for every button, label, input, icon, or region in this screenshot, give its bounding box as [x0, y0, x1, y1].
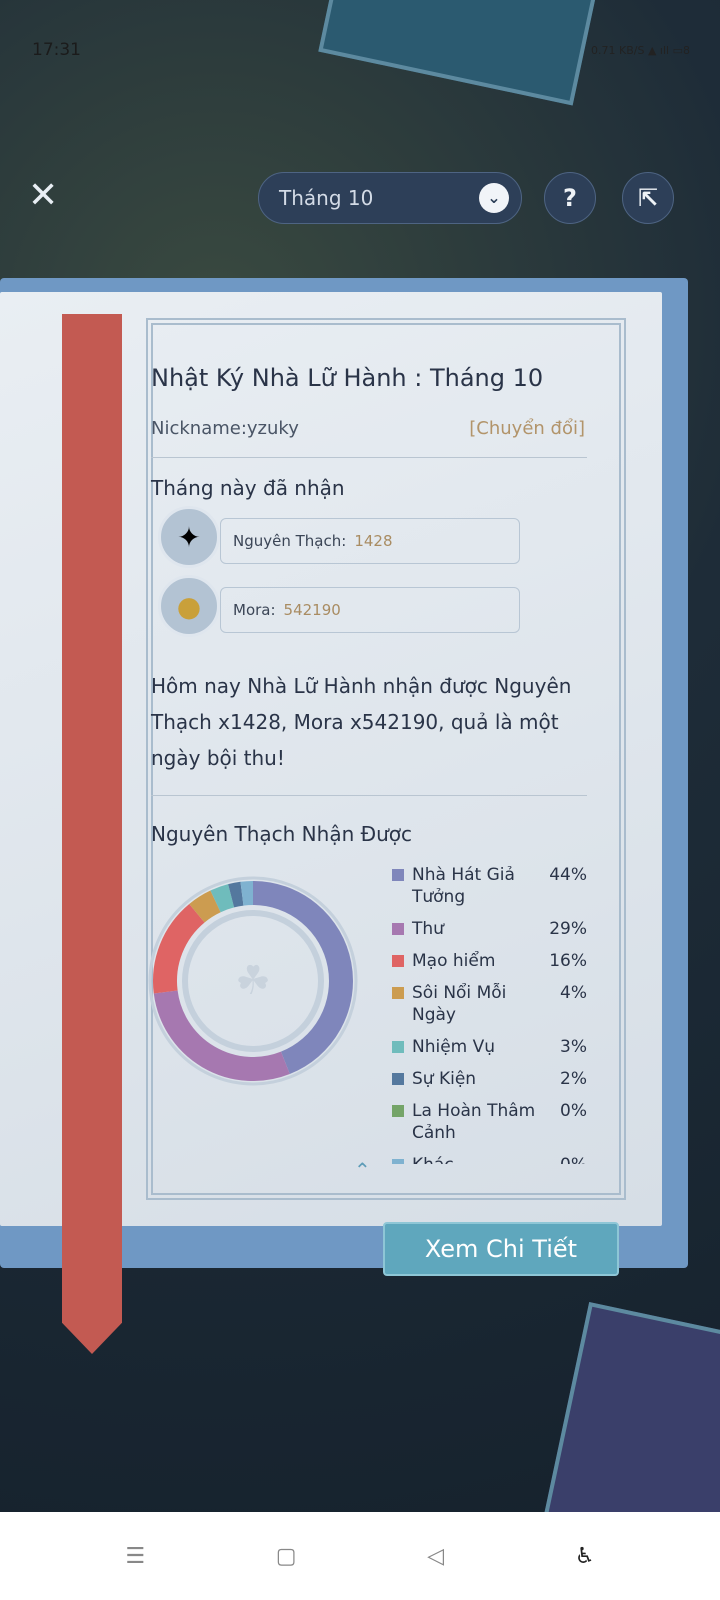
slice-7 — [240, 881, 254, 906]
slice-2 — [153, 903, 205, 994]
mora-icon: ● — [158, 575, 220, 637]
slice-5 — [228, 881, 244, 908]
chart-ring — [148, 876, 358, 1086]
page-border — [146, 318, 626, 1200]
menu-icon[interactable]: ☰ — [125, 1543, 146, 1569]
accessibility-icon[interactable]: ♿ — [574, 1543, 595, 1569]
legend-swatch — [392, 923, 404, 935]
slice-3 — [189, 890, 221, 923]
legend-label: La Hoàn Thâm Cảnh — [412, 1101, 536, 1143]
view-details-button[interactable]: Xem Chi Tiết — [383, 1222, 619, 1276]
legend-value: 3% — [560, 1037, 587, 1057]
primogem-icon: ✦ — [158, 506, 220, 568]
clock: 17:31 — [32, 40, 81, 60]
received-heading: Tháng này đã nhận — [151, 476, 345, 500]
legend-item: Thư 29% — [392, 918, 587, 940]
nickname: Nickname:yzuky — [151, 418, 299, 439]
divider — [151, 795, 587, 796]
legend-value: 16% — [549, 951, 587, 971]
legend-label: Sôi Nổi Mỗi Ngày — [412, 983, 507, 1025]
legend-value: 4% — [560, 983, 587, 1003]
legend-swatch — [392, 987, 404, 999]
month-label: Tháng 10 — [279, 186, 374, 210]
legend-label: Khác — [412, 1154, 542, 1164]
legend-label: Sự Kiện — [412, 1069, 477, 1089]
battery-level: 8 — [683, 43, 690, 57]
donut-chart: ☘ — [148, 876, 358, 1086]
close-button[interactable]: ✕ — [28, 175, 59, 216]
legend-item: Mạo hiểm 16% — [392, 950, 587, 972]
emblem-icon: ☘ — [235, 958, 271, 1004]
legend-swatch — [392, 1105, 404, 1117]
chart-legend: Nhà Hát Giả Tưởng 44% Thư 29% Mạo hiểm 16% Sôi… — [392, 864, 587, 1174]
legend-item: Nhiệm Vụ 3% — [392, 1036, 587, 1058]
resource-value: 1428 — [354, 532, 393, 550]
legend-swatch — [392, 1041, 404, 1053]
legend-value: 29% — [549, 919, 587, 939]
slice-0 — [252, 881, 353, 1074]
resource-mora: ● Mora: 542190 — [158, 575, 520, 637]
legend-value: 0% — [560, 1101, 587, 1121]
legend-value: 0% — [560, 1154, 587, 1164]
chart-inner-ring — [182, 910, 324, 1052]
legend-item: Khác 0% — [392, 1154, 587, 1164]
switch-account-link[interactable]: [Chuyển đổi] — [469, 418, 585, 439]
slice-1 — [153, 990, 290, 1081]
android-nav-bar: ☰ ▢ ◁ ♿ — [0, 1512, 720, 1600]
legend-label: Thư — [412, 919, 444, 939]
month-select[interactable]: Tháng 10 ⌄ — [258, 172, 522, 224]
summary-text: Hôm nay Nhà Lữ Hành nhận được Nguyên Thạ… — [151, 674, 572, 770]
resource-value: 542190 — [283, 601, 341, 619]
legend-swatch — [392, 955, 404, 967]
share-button[interactable]: ⇱ — [622, 172, 674, 224]
resource-primogem: ✦ Nguyên Thạch: 1428 — [158, 506, 520, 568]
resource-label: Nguyên Thạch: — [233, 532, 347, 550]
help-button[interactable]: ? — [544, 172, 596, 224]
legend-value: 44% — [549, 865, 587, 885]
chevron-up-icon[interactable]: ⌃ — [354, 1158, 371, 1182]
status-right: 0.71 KB/S ▲ ıll ▭8 — [591, 43, 690, 57]
legend-label: Nhà Hát Giả Tưởng — [412, 865, 515, 907]
back-icon[interactable]: ◁ — [427, 1543, 445, 1569]
legend-label: Nhiệm Vụ — [412, 1037, 496, 1057]
slice-4 — [210, 884, 235, 913]
diary-title: Nhật Ký Nhà Lữ Hành : Tháng 10 — [151, 364, 544, 392]
home-icon[interactable]: ▢ — [275, 1543, 297, 1569]
divider — [151, 457, 587, 458]
legend-item: La Hoàn Thâm Cảnh 0% — [392, 1100, 587, 1144]
status-bar: 17:31 0.71 KB/S ▲ ıll ▭8 — [32, 38, 690, 62]
legend-item: Nhà Hát Giả Tưởng 44% — [392, 864, 587, 908]
legend-swatch — [392, 1073, 404, 1085]
chart-heading: Nguyên Thạch Nhận Được — [151, 822, 413, 846]
legend-item: Sôi Nổi Mỗi Ngày 4% — [392, 982, 587, 1026]
legend-swatch — [392, 1159, 404, 1164]
legend-item: Sự Kiện 2% — [392, 1068, 587, 1090]
legend-value: 2% — [560, 1069, 587, 1089]
bookmark-ribbon — [62, 314, 122, 1354]
chevron-down-icon: ⌄ — [479, 183, 509, 213]
legend-swatch — [392, 869, 404, 881]
top-bar: ✕ Tháng 10 ⌄ ? ⇱ — [0, 170, 720, 226]
resource-label: Mora: — [233, 601, 276, 619]
legend-label: Mạo hiểm — [412, 951, 496, 971]
net-speed: 0.71 KB/S — [591, 43, 645, 57]
share-icon: ⇱ — [637, 184, 659, 212]
